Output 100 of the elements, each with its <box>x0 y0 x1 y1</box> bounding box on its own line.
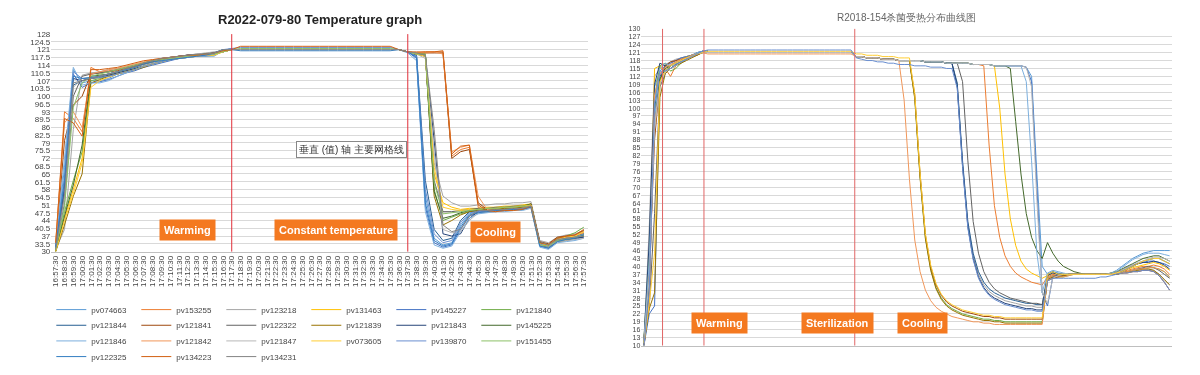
x-tick-label: 17:53:30 <box>544 255 554 287</box>
x-tick-label: 17:36:30 <box>394 255 404 287</box>
x-tick-label: 17:37:30 <box>403 255 413 287</box>
annotation: 垂直 (值) 轴 主要网格线 <box>299 144 404 155</box>
y-tick-label: 114 <box>37 60 51 70</box>
annotation: Sterilization <box>806 317 869 329</box>
legend-label: pv123218 <box>261 305 297 315</box>
x-tick-label: 17:19:30 <box>244 255 254 287</box>
x-tick-label: 17:01:30 <box>86 255 96 287</box>
legend-label: pv153255 <box>176 305 212 315</box>
legend-label: pv074663 <box>91 305 127 315</box>
x-tick-label: 17:33:30 <box>368 255 378 287</box>
x-tick-label: 17:49:30 <box>508 255 518 287</box>
legend-label: pv134231 <box>261 352 297 362</box>
y-tick-label: 121 <box>36 45 51 55</box>
annotation: Cooling <box>902 317 943 329</box>
x-tick-label: 17:41:30 <box>438 255 448 287</box>
x-tick-label: 17:48:30 <box>500 255 510 287</box>
x-tick-label: 17:34:30 <box>376 255 386 287</box>
legend-label: pv139870 <box>431 337 467 347</box>
x-tick-label: 17:18:30 <box>236 255 246 287</box>
legend-label: pv073605 <box>346 337 382 347</box>
x-tick-label: 16:57:30 <box>51 255 61 287</box>
legend-label: pv121847 <box>261 337 297 347</box>
annotation: Cooling <box>475 226 516 238</box>
y-tick-label: 107 <box>36 76 51 86</box>
y-tick-label: 33.5 <box>34 239 51 249</box>
x-tick-label: 17:26:30 <box>306 255 316 287</box>
x-tick-label: 17:12:30 <box>183 255 193 287</box>
x-tick-label: 17:30:30 <box>341 255 351 287</box>
y-tick-label: 44 <box>41 216 51 226</box>
y-tick-label: 72 <box>41 154 51 164</box>
annotation: Warming <box>696 317 743 329</box>
x-tick-label: 17:14:30 <box>200 255 210 287</box>
x-tick-label: 17:13:30 <box>192 255 202 287</box>
x-tick-label: 17:06:30 <box>130 255 140 287</box>
legend-label: pv122322 <box>261 321 297 331</box>
y-tick-label: 117.5 <box>30 53 51 63</box>
x-tick-label: 17:42:30 <box>447 255 457 287</box>
x-tick-label: 17:24:30 <box>288 255 298 287</box>
legend-label: pv121844 <box>91 321 127 331</box>
x-tick-label: 17:09:30 <box>156 255 166 287</box>
x-tick-label: 17:52:30 <box>535 255 545 287</box>
x-tick-label: 17:54:30 <box>552 255 562 287</box>
y-tick-label: 65 <box>41 169 51 179</box>
y-tick-label: 54.5 <box>34 193 51 203</box>
x-tick-label: 17:57:30 <box>579 255 589 287</box>
y-tick-label: 47.5 <box>34 208 51 218</box>
x-tick-label: 17:15:30 <box>209 255 219 287</box>
y-tick-label: 100 <box>36 92 51 102</box>
annotation: Constant temperature <box>279 224 394 236</box>
x-tick-label: 16:58:30 <box>60 255 70 287</box>
legend-label: pv121842 <box>176 337 212 347</box>
x-tick-label: 17:28:30 <box>324 255 334 287</box>
legend-label: pv151455 <box>516 337 552 347</box>
y-tick-label: 124.5 <box>30 37 51 47</box>
x-tick-label: 17:25:30 <box>297 255 307 287</box>
x-tick-label: 17:47:30 <box>491 255 501 287</box>
x-tick-label: 17:16:30 <box>218 255 228 287</box>
y-tick-label: 68.5 <box>34 161 51 171</box>
x-tick-label: 17:05:30 <box>121 255 131 287</box>
x-tick-label: 17:56:30 <box>570 255 580 287</box>
annotation: Warming <box>164 224 211 236</box>
x-tick-label: 17:23:30 <box>280 255 290 287</box>
y-tick-label: 58 <box>41 185 51 195</box>
y-tick-label: 110.5 <box>30 68 51 78</box>
y-tick-label: 103.5 <box>30 84 51 94</box>
x-tick-label: 17:43:30 <box>456 255 466 287</box>
x-tick-label: 17:35:30 <box>385 255 395 287</box>
x-tick-label: 17:50:30 <box>517 255 527 287</box>
x-tick-label: 17:21:30 <box>262 255 272 287</box>
legend-label: pv145225 <box>516 321 552 331</box>
x-tick-label: 17:31:30 <box>350 255 360 287</box>
x-tick-label: 17:55:30 <box>561 255 571 287</box>
x-tick-label: 17:10:30 <box>165 255 175 287</box>
legend-label: pv121841 <box>176 321 212 331</box>
x-tick-label: 17:17:30 <box>227 255 237 287</box>
y-tick-label: 79 <box>41 138 51 148</box>
legend-label: pv121846 <box>91 337 127 347</box>
y-tick-label: 82.5 <box>34 130 51 140</box>
x-tick-label: 17:20:30 <box>253 255 263 287</box>
y-tick-label: 61.5 <box>34 177 51 187</box>
y-tick-label: 86 <box>41 123 51 133</box>
x-tick-label: 17:44:30 <box>464 255 474 287</box>
x-tick-label: 17:07:30 <box>139 255 149 287</box>
legend-label: pv134223 <box>176 352 212 362</box>
x-tick-label: 17:08:30 <box>148 255 158 287</box>
x-tick-label: 17:46:30 <box>482 255 492 287</box>
x-tick-label: 17:22:30 <box>271 255 281 287</box>
y-tick-label: 51 <box>41 200 51 210</box>
x-tick-label: 17:40:30 <box>429 255 439 287</box>
y-tick-label: 96.5 <box>34 99 51 109</box>
legend-label: pv145227 <box>431 305 467 315</box>
x-tick-label: 17:51:30 <box>526 255 536 287</box>
x-tick-label: 17:00:30 <box>77 255 87 287</box>
x-tick-label: 17:38:30 <box>412 255 422 287</box>
x-tick-label: 17:02:30 <box>95 255 105 287</box>
y-tick-label: 30 <box>41 247 51 257</box>
x-tick-label: 17:04:30 <box>112 255 122 287</box>
x-tick-label: 17:11:30 <box>174 255 184 287</box>
